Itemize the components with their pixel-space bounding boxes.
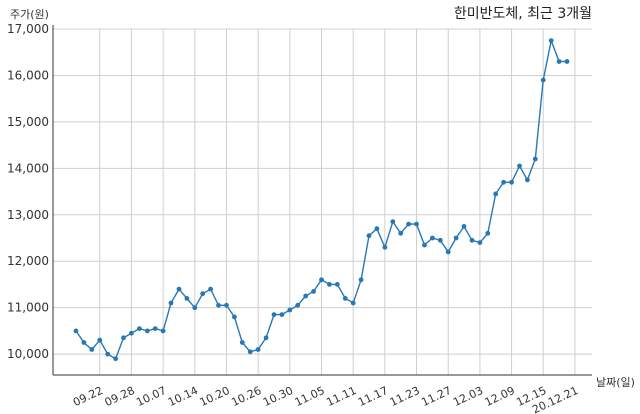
data-point: [445, 249, 451, 255]
data-point: [501, 179, 506, 185]
data-point: [152, 326, 158, 331]
chart-title: 한미반도체, 최근 3개월: [454, 6, 592, 22]
data-point: [327, 282, 332, 287]
data-point: [239, 340, 245, 345]
data-point: [255, 347, 261, 352]
data-point: [469, 237, 475, 243]
data-point: [113, 356, 118, 362]
x-tick-label: 10.30: [261, 384, 295, 409]
y-tick-label: 16,000: [7, 68, 49, 82]
x-tick-label: 09.22: [71, 384, 105, 409]
data-point: [430, 235, 435, 241]
y-tick-label: 13,000: [7, 208, 49, 222]
data-point: [540, 77, 546, 83]
y-tick-label: 11,000: [7, 301, 49, 315]
data-point: [81, 340, 87, 345]
data-point: [366, 233, 372, 239]
y-tick-label: 15,000: [7, 115, 49, 129]
price-data-points: [73, 38, 570, 362]
data-point: [105, 351, 111, 357]
y-tick-label: 14,000: [7, 161, 49, 175]
data-point: [398, 230, 404, 236]
data-point: [263, 335, 269, 341]
data-point: [89, 347, 95, 352]
data-point: [247, 349, 253, 355]
data-point: [73, 328, 79, 334]
data-point: [485, 230, 491, 236]
data-point: [422, 242, 427, 248]
data-point: [556, 59, 562, 64]
data-point: [279, 312, 285, 317]
data-point: [184, 296, 190, 301]
data-point: [548, 38, 554, 43]
data-point: [374, 226, 380, 232]
x-tick-label: 10.26: [229, 384, 263, 409]
data-point: [390, 219, 396, 225]
data-point: [160, 328, 166, 334]
x-tick-label: 11.27: [419, 384, 453, 409]
data-point: [493, 191, 499, 197]
data-point: [414, 221, 419, 227]
data-point: [295, 302, 301, 308]
data-point: [461, 224, 467, 229]
y-axis-label: 주가(원): [10, 8, 49, 21]
data-point: [144, 328, 150, 334]
data-point: [192, 305, 198, 311]
data-point: [129, 330, 134, 336]
data-point: [358, 277, 364, 283]
data-point: [208, 286, 214, 292]
data-point: [564, 59, 570, 64]
x-tick-label: 11.23: [388, 384, 422, 409]
x-tick-label: 11.11: [324, 384, 358, 409]
x-tick-label: 10.20: [198, 384, 232, 409]
x-tick-label: 11.17: [356, 384, 390, 409]
data-point: [200, 291, 206, 297]
data-point: [437, 237, 443, 243]
x-tick-labels: 09.2209.2810.0710.1410.2010.2610.3011.05…: [71, 384, 580, 414]
data-point: [271, 312, 277, 317]
data-point: [176, 286, 182, 292]
x-tick-label: 10.14: [166, 384, 200, 409]
data-point: [509, 179, 514, 185]
data-point: [137, 326, 142, 331]
data-point: [168, 300, 174, 306]
data-point: [382, 244, 388, 250]
data-point: [311, 289, 316, 294]
data-point: [477, 240, 483, 246]
x-tick-label: 09.28: [103, 384, 137, 409]
data-point: [216, 302, 221, 308]
y-tick-label: 10,000: [7, 347, 49, 361]
x-tick-label: 12.03: [451, 384, 485, 409]
data-point: [525, 177, 530, 183]
data-point: [334, 282, 340, 287]
data-point: [517, 163, 522, 169]
data-point: [121, 335, 126, 341]
data-point: [303, 293, 309, 299]
y-tick-labels: 10,000 11,000 12,000 13,000 14,000 15,000 16,0…: [7, 22, 49, 361]
x-tick-label: 10.07: [134, 384, 168, 409]
data-point: [224, 302, 229, 308]
data-point: [232, 314, 237, 320]
x-axis-label: 날짜(일): [596, 375, 635, 389]
gridlines: [53, 28, 592, 375]
data-point: [342, 296, 348, 301]
axes: [52, 25, 592, 376]
data-point: [350, 300, 356, 306]
data-point: [319, 277, 324, 283]
y-tick-label: 12,000: [7, 254, 49, 268]
x-tick-label: 11.05: [293, 384, 327, 409]
x-tick-label: 12.09: [483, 384, 517, 409]
y-tick-label: 17,000: [7, 22, 49, 36]
data-point: [532, 156, 538, 162]
data-point: [453, 235, 459, 241]
data-point: [97, 337, 103, 343]
data-point: [406, 221, 411, 227]
data-point: [287, 307, 293, 313]
